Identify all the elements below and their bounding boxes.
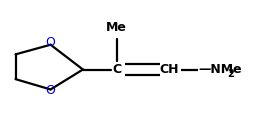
Text: —NMe: —NMe — [199, 63, 243, 76]
Text: CH: CH — [159, 63, 179, 76]
Text: O: O — [46, 36, 56, 49]
Text: 2: 2 — [227, 69, 234, 79]
Text: O: O — [46, 84, 56, 97]
Text: Me: Me — [106, 21, 127, 34]
Text: C: C — [112, 63, 121, 76]
